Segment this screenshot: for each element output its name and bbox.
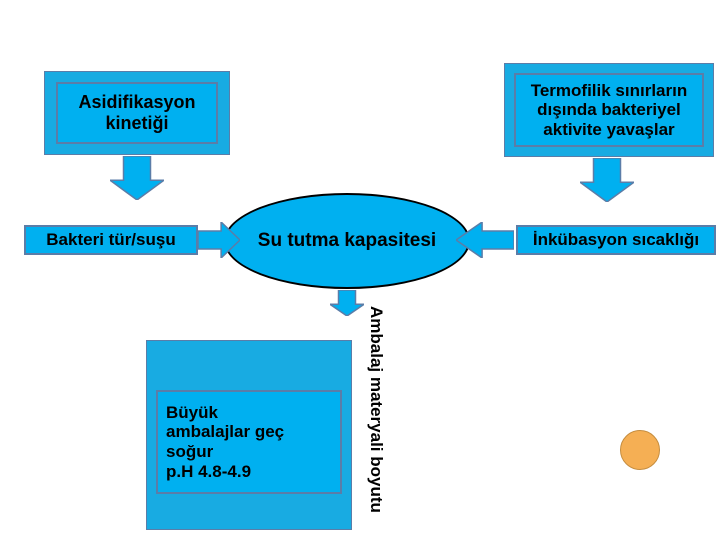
- box-incubation-temp: İnkübasyon sıcaklığı: [516, 225, 716, 255]
- arrow-tl-down: [110, 156, 164, 200]
- arrow-center-down: [330, 290, 364, 316]
- box-tl-line2: kinetiği: [78, 113, 195, 134]
- arrow-ml-right: [198, 222, 240, 258]
- arrow-mr-left: [456, 222, 514, 258]
- box-mr-label: İnkübasyon sıcaklığı: [533, 230, 699, 250]
- ellipse-water-holding-capacity: Su tutma kapasitesi: [224, 193, 470, 289]
- box-bot-line3: soğur: [166, 442, 213, 462]
- box-acidification-kinetics: Asidifikasyon kinetiği: [56, 82, 218, 144]
- box-thermophilic-limits: Termofilik sınırların dışında bakteriyel…: [514, 73, 704, 147]
- box-tr-line2: dışında bakteriyel: [531, 100, 688, 120]
- box-tl-line1: Asidifikasyon: [78, 92, 195, 113]
- box-bacteria-strain: Bakteri tür/suşu: [24, 225, 198, 255]
- box-tr-line3: aktivite yavaşlar: [531, 120, 688, 140]
- box-tr-line1: Termofilik sınırların: [531, 81, 688, 101]
- box-packaging-effect: Büyük ambalajlar geç soğur p.H 4.8-4.9: [156, 390, 342, 494]
- box-bot-line4: p.H 4.8-4.9: [166, 462, 251, 482]
- accent-circle: [620, 430, 660, 470]
- arrow-tr-down: [580, 158, 634, 202]
- box-bot-line1: Büyük: [166, 403, 218, 423]
- box-ml-label: Bakteri tür/suşu: [46, 230, 175, 250]
- ellipse-label: Su tutma kapasitesi: [258, 230, 436, 252]
- vlabel-packaging-size: Ambalaj materyali boyutu: [358, 306, 386, 530]
- box-bot-line2: ambalajlar geç: [166, 422, 284, 442]
